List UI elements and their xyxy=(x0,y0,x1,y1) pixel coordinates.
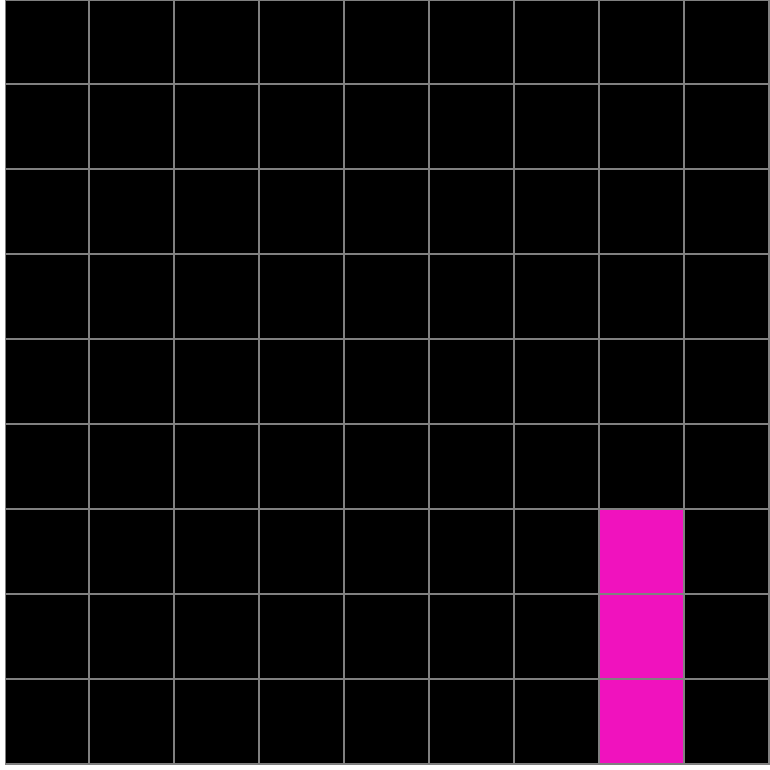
grid-cell[interactable] xyxy=(260,340,345,425)
grid-cell[interactable] xyxy=(90,680,175,765)
grid-cell[interactable] xyxy=(90,0,175,85)
grid-cell[interactable] xyxy=(345,510,430,595)
grid-cell[interactable] xyxy=(175,170,260,255)
game-board xyxy=(5,0,770,765)
grid-cell[interactable] xyxy=(600,255,685,340)
grid-cell[interactable] xyxy=(260,425,345,510)
grid-cell[interactable] xyxy=(260,170,345,255)
grid-cell[interactable] xyxy=(600,425,685,510)
grid-cell[interactable] xyxy=(90,85,175,170)
grid-cell[interactable] xyxy=(175,680,260,765)
grid-cell[interactable] xyxy=(345,425,430,510)
grid-cell[interactable] xyxy=(515,680,600,765)
grid-cell[interactable] xyxy=(175,85,260,170)
grid-cell[interactable] xyxy=(345,340,430,425)
grid-cell[interactable] xyxy=(515,340,600,425)
grid-cell[interactable] xyxy=(175,255,260,340)
grid-cell[interactable] xyxy=(430,510,515,595)
grid-cell[interactable] xyxy=(175,510,260,595)
grid-cell[interactable] xyxy=(345,0,430,85)
grid-cell[interactable] xyxy=(430,680,515,765)
grid-cell[interactable] xyxy=(175,0,260,85)
grid-cell[interactable] xyxy=(515,0,600,85)
grid-cell-filled[interactable] xyxy=(600,510,685,595)
grid-cell[interactable] xyxy=(345,680,430,765)
grid-cell[interactable] xyxy=(90,170,175,255)
grid-cell[interactable] xyxy=(5,0,90,85)
grid-cell[interactable] xyxy=(90,255,175,340)
grid-cell[interactable] xyxy=(600,340,685,425)
grid-cell-filled[interactable] xyxy=(600,595,685,680)
grid-cell[interactable] xyxy=(5,425,90,510)
grid-cell[interactable] xyxy=(5,510,90,595)
grid-cell[interactable] xyxy=(345,595,430,680)
grid-cell[interactable] xyxy=(90,595,175,680)
grid-cell[interactable] xyxy=(430,0,515,85)
grid-cell[interactable] xyxy=(5,680,90,765)
grid-cell[interactable] xyxy=(685,255,770,340)
grid-cell[interactable] xyxy=(90,510,175,595)
grid-cell[interactable] xyxy=(430,85,515,170)
grid-cell[interactable] xyxy=(90,425,175,510)
grid-cell[interactable] xyxy=(685,170,770,255)
grid-cell[interactable] xyxy=(515,510,600,595)
grid-cell[interactable] xyxy=(600,0,685,85)
grid-cell[interactable] xyxy=(515,85,600,170)
grid-cell[interactable] xyxy=(260,595,345,680)
grid-cell[interactable] xyxy=(600,85,685,170)
grid-cell[interactable] xyxy=(260,255,345,340)
grid-cell[interactable] xyxy=(685,0,770,85)
grid-cell[interactable] xyxy=(430,595,515,680)
grid-cell[interactable] xyxy=(515,255,600,340)
grid-cell[interactable] xyxy=(685,595,770,680)
grid-cell[interactable] xyxy=(345,255,430,340)
grid-cell[interactable] xyxy=(430,340,515,425)
grid-cell[interactable] xyxy=(345,170,430,255)
grid-cell[interactable] xyxy=(260,0,345,85)
grid-cell[interactable] xyxy=(260,680,345,765)
grid-cell[interactable] xyxy=(5,340,90,425)
grid-cell[interactable] xyxy=(5,85,90,170)
grid-cell[interactable] xyxy=(430,425,515,510)
grid-cell[interactable] xyxy=(430,255,515,340)
grid-cell-filled[interactable] xyxy=(600,680,685,765)
grid-cell[interactable] xyxy=(515,595,600,680)
grid-cell[interactable] xyxy=(345,85,430,170)
grid-cell[interactable] xyxy=(685,680,770,765)
grid-cell[interactable] xyxy=(685,425,770,510)
grid-cell[interactable] xyxy=(5,595,90,680)
grid-cell[interactable] xyxy=(685,510,770,595)
grid-cell[interactable] xyxy=(685,85,770,170)
grid-cell[interactable] xyxy=(260,85,345,170)
grid-cell[interactable] xyxy=(5,170,90,255)
grid-cell[interactable] xyxy=(175,340,260,425)
grid-cell[interactable] xyxy=(515,425,600,510)
grid-cell[interactable] xyxy=(430,170,515,255)
grid-cell[interactable] xyxy=(90,340,175,425)
grid-cell[interactable] xyxy=(685,340,770,425)
grid-cell[interactable] xyxy=(175,425,260,510)
grid-cell[interactable] xyxy=(515,170,600,255)
grid-cell[interactable] xyxy=(5,255,90,340)
grid-cell[interactable] xyxy=(260,510,345,595)
grid-cell[interactable] xyxy=(175,595,260,680)
grid-cell[interactable] xyxy=(600,170,685,255)
